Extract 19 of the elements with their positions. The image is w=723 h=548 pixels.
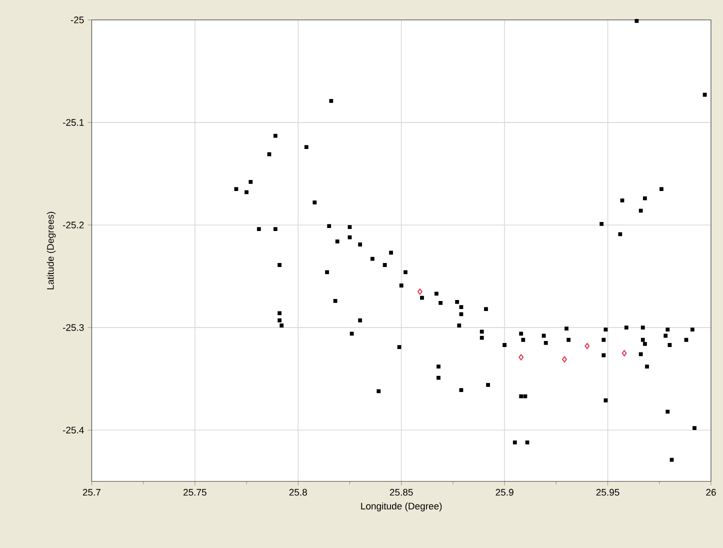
x-tick-label: 25.9	[496, 488, 514, 496]
y-tick-label: -25.3	[62, 324, 84, 331]
x-tick-label: 25.8	[289, 488, 307, 496]
point	[417, 288, 422, 295]
x-tick-label: 25.75	[184, 488, 206, 496]
y-tick-label: -25.4	[62, 426, 84, 434]
x-tick-label: 25.7	[82, 488, 100, 496]
point	[562, 356, 567, 362]
y-tick-label: -25.1	[62, 119, 84, 126]
point	[518, 354, 524, 360]
point	[622, 350, 627, 356]
y-axis-title: Latitude (Degrees)	[46, 212, 56, 290]
x-tick-label: 25.85	[390, 488, 413, 496]
y-tick-label: -25.2	[62, 222, 84, 228]
y-tick-label: -25	[70, 16, 84, 24]
point	[584, 342, 590, 350]
x-tick-label: 26	[706, 488, 716, 496]
x-axis-title: Longitude (Degree)	[361, 502, 442, 512]
x-tick-label: 25.95	[596, 488, 620, 496]
